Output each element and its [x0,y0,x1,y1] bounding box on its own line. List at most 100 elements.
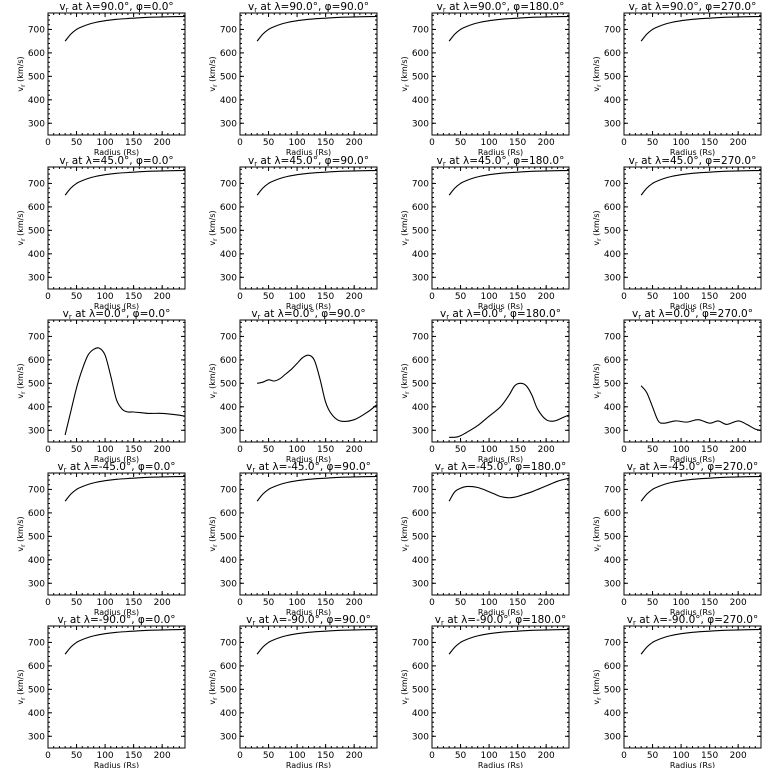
y-tick-label: 300 [412,579,429,589]
x-tick-label: 0 [429,292,435,302]
y-tick-label: 400 [220,709,237,719]
plot-frame [431,472,570,596]
y-tick-label: 500 [604,72,621,82]
y-tick-label: 300 [220,119,237,129]
y-tick-label: 700 [28,179,45,189]
x-tick-label: 100 [672,751,689,761]
y-tick-label: 700 [604,179,621,189]
x-tick-label: 0 [621,751,627,761]
y-tick-label: 600 [412,662,429,672]
y-tick-label: 600 [28,49,45,59]
x-tick-label: 0 [429,598,435,608]
x-tick-label: 200 [154,751,171,761]
x-tick-label: 100 [96,445,113,455]
y-tick-label: 500 [220,226,237,236]
plot-frame [431,12,570,136]
x-tick-label: 100 [672,292,689,302]
y-tick-label: 700 [220,332,237,342]
panel: vr at λ=-90.0°, φ=0.0° 0 50 100 150 200 300 400… [16,614,186,768]
y-tick-label: 300 [604,732,621,742]
x-tick-label: 200 [538,598,555,608]
plot-frame [623,472,762,596]
panel-title: vr at λ=45.0°, φ=270.0° [629,155,757,168]
x-tick-label: 100 [480,138,497,148]
y-axis-label: vr (km/s) [400,56,411,91]
x-tick-label: 100 [96,598,113,608]
x-axis-label: Radius (Rs) [94,302,139,311]
y-tick-label: 400 [28,556,45,566]
y-tick-label: 700 [412,638,429,648]
plot-frame [623,12,762,136]
y-tick-label: 500 [28,532,45,542]
x-tick-label: 200 [730,138,747,148]
x-tick-label: 100 [480,445,497,455]
plot-frame [47,625,186,749]
y-tick-label: 600 [604,509,621,519]
series-line [640,628,762,655]
y-tick-label: 600 [28,509,45,519]
x-axis-label: Radius (Rs) [478,761,523,768]
y-tick-label: 400 [412,709,429,719]
x-tick-label: 100 [96,751,113,761]
panel: vr at λ=45.0°, φ=90.0° 0 50 100 150 200 300 400… [208,155,378,311]
panel: vr at λ=-45.0°, φ=0.0° 0 50 100 150 200 300 400… [16,461,186,617]
x-axis-label: Radius (Rs) [286,608,331,617]
x-tick-label: 200 [730,445,747,455]
panel-title: vr at λ=90.0°, φ=90.0° [248,1,369,14]
x-tick-label: 200 [538,292,555,302]
series-line [256,169,378,196]
x-tick-label: 50 [455,598,467,608]
panel: vr at λ=-90.0°, φ=180.0° 0 50 100 150 200 300 4… [400,614,570,768]
x-axis-label: Radius (Rs) [670,455,715,464]
y-tick-label: 400 [220,403,237,413]
plot-frame [239,166,378,290]
y-tick-label: 300 [412,119,429,129]
x-tick-label: 200 [346,598,363,608]
series-line [640,169,762,196]
x-axis-label: Radius (Rs) [94,608,139,617]
x-tick-label: 50 [71,751,83,761]
series-line [64,169,186,196]
panel-title: vr at λ=45.0°, φ=0.0° [59,155,173,168]
x-tick-label: 200 [154,292,171,302]
x-tick-label: 0 [237,138,243,148]
x-tick-label: 0 [45,598,51,608]
y-tick-label: 500 [412,72,429,82]
x-tick-label: 200 [538,751,555,761]
x-tick-label: 200 [538,138,555,148]
x-tick-label: 150 [125,598,142,608]
y-tick-label: 300 [28,119,45,129]
series-line [256,628,378,655]
panel: vr at λ=-45.0°, φ=270.0° 0 50 100 150 200 300 4… [592,461,762,617]
x-tick-label: 50 [455,138,467,148]
y-axis-label: vr (km/s) [16,210,27,245]
x-tick-label: 100 [480,292,497,302]
x-axis-label: Radius (Rs) [94,761,139,768]
y-tick-label: 700 [412,485,429,495]
panel: vr at λ=45.0°, φ=180.0° 0 50 100 150 200 300 40… [400,155,570,311]
series-line [448,169,570,196]
y-tick-label: 500 [220,685,237,695]
x-tick-label: 100 [480,598,497,608]
x-tick-label: 200 [346,751,363,761]
plot-frame [47,12,186,136]
y-tick-label: 500 [28,379,45,389]
panel-title: vr at λ=45.0°, φ=90.0° [248,155,369,168]
x-tick-label: 0 [429,138,435,148]
panel: vr at λ=90.0°, φ=270.0° 0 50 100 150 200 300 40… [592,1,762,157]
y-tick-label: 500 [28,72,45,82]
x-tick-label: 150 [701,445,718,455]
x-tick-label: 200 [346,445,363,455]
y-tick-label: 600 [28,662,45,672]
plot-frame [47,472,186,596]
y-tick-label: 600 [28,356,45,366]
x-tick-label: 150 [317,445,334,455]
x-tick-label: 150 [701,138,718,148]
panel-title: vr at λ=45.0°, φ=180.0° [437,155,565,168]
x-tick-label: 50 [455,445,467,455]
x-axis-label: Radius (Rs) [670,761,715,768]
y-tick-label: 500 [220,532,237,542]
y-tick-label: 400 [220,96,237,106]
y-tick-label: 600 [604,356,621,366]
series-line [257,354,378,422]
